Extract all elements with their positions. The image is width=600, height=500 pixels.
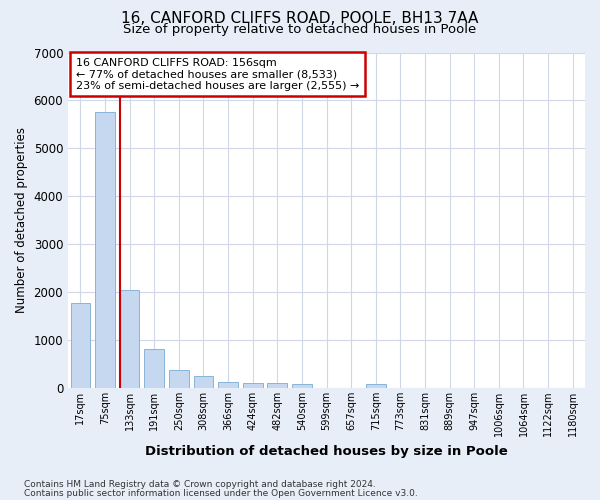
Bar (71, 302, 90, 388)
Bar (218, 382, 238, 388)
Bar (95, 112, 115, 388)
X-axis label: Distribution of detached houses by size in Poole: Distribution of detached houses by size … (145, 444, 508, 458)
Text: Contains HM Land Registry data © Crown copyright and database right 2024.: Contains HM Land Registry data © Crown c… (24, 480, 376, 489)
Bar (145, 348, 164, 388)
Bar (194, 376, 213, 388)
Bar (268, 383, 287, 388)
Text: Contains public sector information licensed under the Open Government Licence v3: Contains public sector information licen… (24, 489, 418, 498)
Bar (243, 382, 263, 388)
Text: Size of property relative to detached houses in Poole: Size of property relative to detached ho… (124, 24, 476, 36)
Bar (120, 290, 139, 388)
Bar (169, 370, 188, 388)
Y-axis label: Number of detached properties: Number of detached properties (15, 127, 28, 313)
Bar (292, 384, 312, 388)
Text: 16 CANFORD CLIFFS ROAD: 156sqm
← 77% of detached houses are smaller (8,533)
23% : 16 CANFORD CLIFFS ROAD: 156sqm ← 77% of … (76, 58, 359, 90)
Bar (366, 384, 386, 388)
Text: 16, CANFORD CLIFFS ROAD, POOLE, BH13 7AA: 16, CANFORD CLIFFS ROAD, POOLE, BH13 7AA (121, 11, 479, 26)
